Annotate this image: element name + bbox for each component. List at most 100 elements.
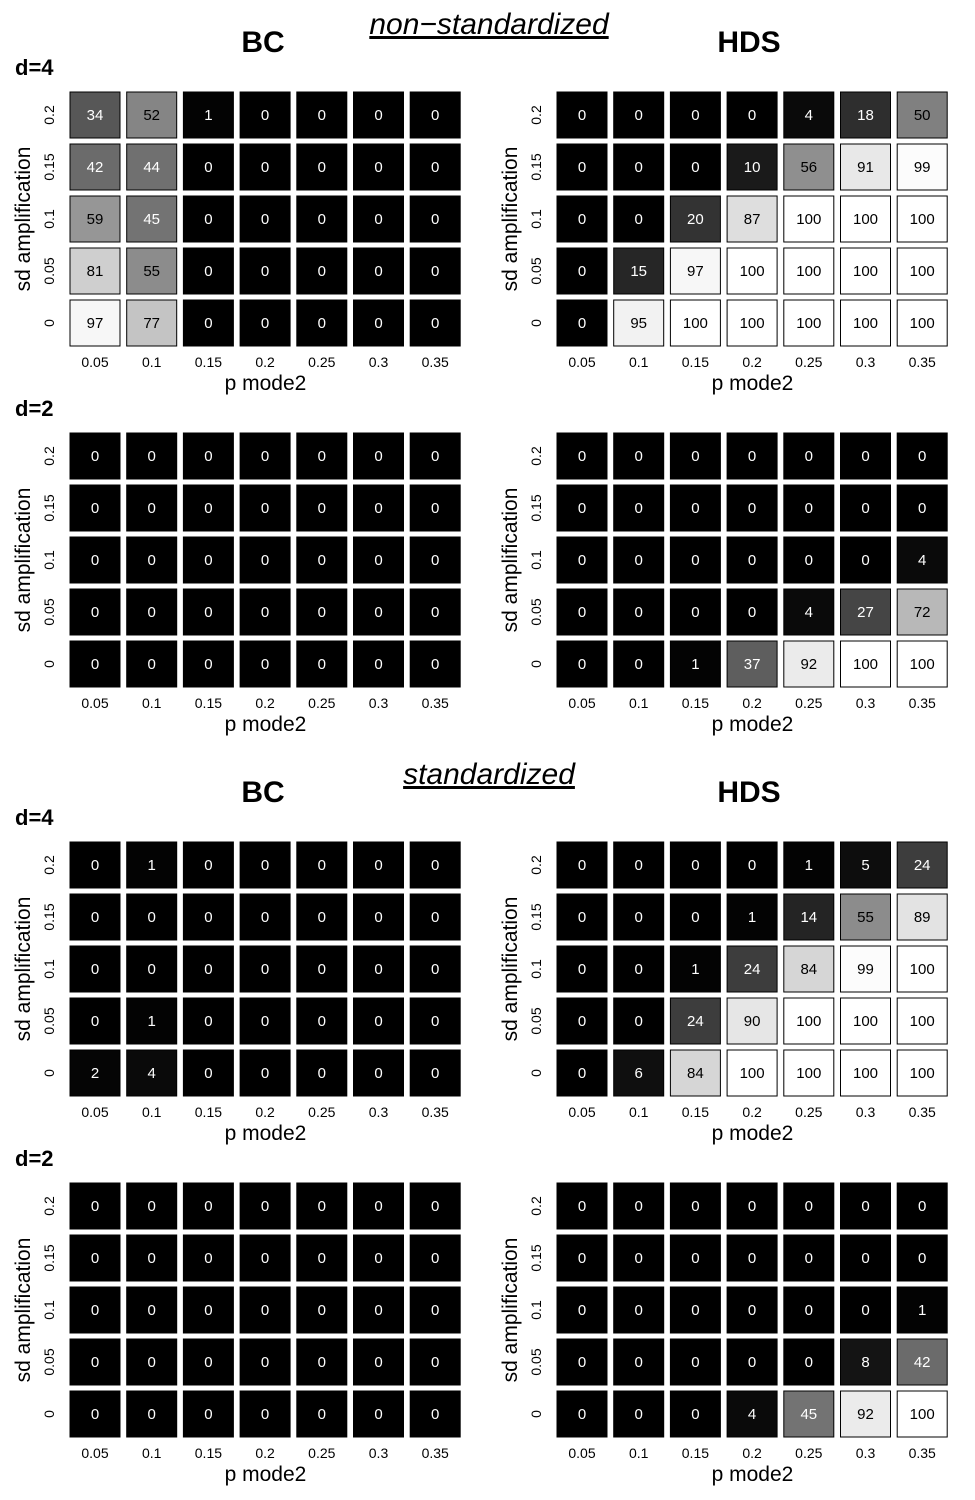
heatmap-cell bbox=[69, 143, 121, 191]
heatmap-cell bbox=[353, 195, 404, 243]
heatmap-cell-value: 0 bbox=[374, 211, 382, 228]
heatmap-cell bbox=[239, 1182, 291, 1230]
heatmap-cell-value: 0 bbox=[635, 909, 643, 926]
heatmap-cell bbox=[669, 247, 721, 295]
heatmap-cell-value: 0 bbox=[204, 1406, 212, 1423]
y-tick-label: 0 bbox=[41, 1069, 57, 1077]
heatmap-cell-value: 0 bbox=[91, 961, 99, 978]
heatmap-cell-value: 52 bbox=[143, 107, 160, 124]
x-axis-label: p mode2 bbox=[225, 372, 307, 395]
heatmap-cell bbox=[613, 1338, 665, 1386]
y-tick-label: 0.1 bbox=[528, 1300, 544, 1320]
heatmap-cell-value: 0 bbox=[204, 211, 212, 228]
heatmap-cell-value: 0 bbox=[748, 604, 756, 621]
heatmap-cell bbox=[296, 945, 348, 993]
x-tick-label: 0.1 bbox=[629, 1445, 649, 1461]
heatmap-cell bbox=[556, 945, 608, 993]
heatmap-cell bbox=[613, 997, 665, 1045]
x-tick-label: 0.15 bbox=[195, 1104, 222, 1120]
heatmap-cell-value: 0 bbox=[691, 1250, 699, 1267]
x-tick-label: 0.25 bbox=[308, 1445, 335, 1461]
heatmap-cell bbox=[840, 299, 891, 347]
heatmap-cell bbox=[669, 1049, 721, 1097]
x-tick-label: 0.1 bbox=[142, 354, 162, 370]
heatmap-cell bbox=[726, 893, 778, 941]
heatmap-cell bbox=[409, 1286, 461, 1334]
heatmap-cell-value: 0 bbox=[431, 552, 439, 569]
heatmap-cell-value: 0 bbox=[148, 552, 156, 569]
heatmap-cell bbox=[296, 588, 348, 636]
heatmap-cell-value: 0 bbox=[431, 1406, 439, 1423]
heatmap-cell-value: 0 bbox=[431, 315, 439, 332]
y-tick-label: 0.1 bbox=[528, 209, 544, 229]
heatmap-cell bbox=[613, 247, 665, 295]
x-tick-label: 0.2 bbox=[742, 695, 762, 711]
heatmap-cell-value: 100 bbox=[796, 211, 821, 228]
heatmap-cell bbox=[182, 1234, 234, 1282]
heatmap-cell bbox=[556, 143, 608, 191]
heatmap-cell-value: 72 bbox=[914, 604, 931, 621]
heatmap-panel-nonstd-hds-d4: 0 0 0 0 4 18 50 0 0 0 10 56 91 99 0 0 20 87 100 100 100 0 15 97… bbox=[497, 88, 948, 398]
heatmap-cell bbox=[726, 1182, 778, 1230]
y-axis-label: sd amplification bbox=[499, 1238, 522, 1383]
heatmap-cell bbox=[296, 247, 348, 295]
heatmap-cell bbox=[896, 893, 948, 941]
heatmap-cell-value: 0 bbox=[148, 1406, 156, 1423]
heatmap-cell-value: 0 bbox=[748, 857, 756, 874]
heatmap-cell-value: 0 bbox=[805, 448, 813, 465]
x-tick-label: 0.2 bbox=[742, 1104, 762, 1120]
heatmap-cell bbox=[239, 945, 291, 993]
heatmap-cell bbox=[353, 247, 404, 295]
heatmap-cell-value: 0 bbox=[691, 448, 699, 465]
y-tick-label: 0.2 bbox=[41, 1196, 57, 1216]
heatmap-cell-value: 0 bbox=[578, 961, 586, 978]
heatmap-cell-value: 0 bbox=[204, 961, 212, 978]
heatmap-svg: 0 0 0 0 4 18 50 0 0 0 10 56 91 99 0 0 20 87 100 100 100 0 15 97… bbox=[499, 91, 948, 395]
x-tick-label: 0.05 bbox=[568, 695, 595, 711]
heatmap-cell bbox=[896, 997, 948, 1045]
heatmap-cell-value: 4 bbox=[805, 604, 813, 621]
heatmap-cell bbox=[353, 1390, 404, 1438]
heatmap-cell bbox=[182, 536, 234, 584]
y-tick-label: 0.1 bbox=[41, 1300, 57, 1320]
heatmap-cell-value: 100 bbox=[853, 211, 878, 228]
heatmap-cell-value: 97 bbox=[687, 263, 704, 280]
heatmap-cell bbox=[409, 588, 461, 636]
heatmap-cell-value: 0 bbox=[861, 552, 869, 569]
heatmap-cell bbox=[409, 91, 461, 139]
heatmap-cell bbox=[783, 536, 835, 584]
heatmap-cell-value: 0 bbox=[748, 552, 756, 569]
heatmap-cell bbox=[896, 1286, 948, 1334]
heatmap-cell bbox=[613, 945, 665, 993]
heatmap-cell bbox=[182, 484, 234, 532]
heatmap-cell bbox=[239, 1286, 291, 1334]
heatmap-cell bbox=[353, 1234, 404, 1282]
heatmap-cell bbox=[669, 1286, 721, 1334]
heatmap-cell-value: 0 bbox=[148, 1198, 156, 1215]
x-tick-label: 0.1 bbox=[142, 695, 162, 711]
heatmap-cell bbox=[726, 536, 778, 584]
heatmap-cell-value: 0 bbox=[374, 315, 382, 332]
heatmap-cell-value: 100 bbox=[740, 315, 765, 332]
heatmap-cell-value: 0 bbox=[635, 159, 643, 176]
heatmap-cell-value: 0 bbox=[261, 909, 269, 926]
heatmap-cell bbox=[126, 484, 178, 532]
heatmap-cell bbox=[69, 945, 121, 993]
y-tick-label: 0.2 bbox=[41, 446, 57, 466]
x-tick-label: 0.35 bbox=[422, 1104, 449, 1120]
heatmap-cell bbox=[726, 1234, 778, 1282]
heatmap-cell-value: 0 bbox=[578, 909, 586, 926]
heatmap-cell bbox=[613, 1182, 665, 1230]
heatmap-cell bbox=[296, 1234, 348, 1282]
heatmap-cell-value: 37 bbox=[744, 656, 761, 673]
heatmap-cell-value: 0 bbox=[578, 656, 586, 673]
x-tick-label: 0.05 bbox=[568, 1104, 595, 1120]
heatmap-cell bbox=[296, 299, 348, 347]
heatmap-cell bbox=[239, 91, 291, 139]
heatmap-cell-value: 8 bbox=[861, 1354, 869, 1371]
heatmap-cell bbox=[840, 1338, 891, 1386]
heatmap-cell bbox=[69, 997, 121, 1045]
x-tick-label: 0.25 bbox=[308, 1104, 335, 1120]
heatmap-cell bbox=[353, 1338, 404, 1386]
heatmap-cell-value: 55 bbox=[857, 909, 874, 926]
